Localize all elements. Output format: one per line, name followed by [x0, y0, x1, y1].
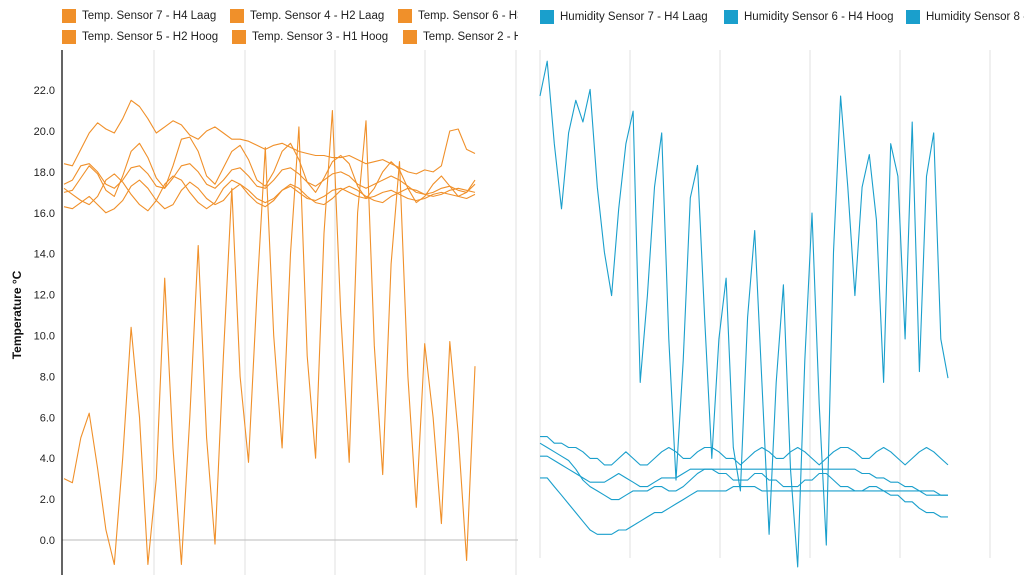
humidity-chart-panel: Humidity Sensor 7 - H4 Laag Humidity Sen…	[528, 0, 1024, 575]
y-tick-label: 6.0	[40, 412, 55, 424]
legend-label: Temp. Sensor 5 - H2 Hoog	[82, 31, 219, 43]
temperature-plot: 22.0 20.0 18.0 16.0 14.0 12.0 10.0 8.0 6.0 4.0 2.0…	[10, 50, 518, 575]
y-tick-label: 12.0	[34, 290, 55, 302]
legend-item-temp-sensor-5[interactable]: Temp. Sensor 5 - H2 Hoog	[62, 30, 230, 44]
legend-swatch	[230, 9, 244, 23]
y-tick-label: 0.0	[40, 535, 55, 547]
humidity-series-line-5	[540, 455, 948, 496]
legend-swatch	[232, 30, 246, 44]
y-tick-label: 14.0	[34, 249, 55, 261]
legend-swatch	[724, 10, 738, 24]
temperature-series-line-6	[63, 110, 476, 566]
y-tick-label: 4.0	[40, 453, 55, 465]
temperature-series-line-3	[63, 179, 476, 214]
temperature-series-line-5	[63, 136, 476, 204]
legend-item-humidity-sensor-6[interactable]: Humidity Sensor 6 - H4 Hoog	[724, 10, 908, 24]
legend-item-temp-sensor-4[interactable]: Temp. Sensor 4 - H2 Laag	[230, 9, 396, 23]
temperature-chart-panel: Temp. Sensor 7 - H4 Laag Temp. Sensor 4 …	[0, 6, 518, 575]
legend-label: Humidity Sensor 6 - H4 Hoog	[744, 11, 894, 23]
y-tick-label: 18.0	[34, 167, 55, 179]
legend-label: Temp. Sensor 6 - H3 Laag	[418, 10, 518, 22]
humidity-series-line-2	[540, 436, 949, 466]
legend-item-temp-sensor-7[interactable]: Temp. Sensor 7 - H4 Laag	[62, 9, 230, 23]
legend-item-temp-sensor-6[interactable]: Temp. Sensor 6 - H3 Laag	[398, 9, 518, 23]
temperature-series-line-1	[63, 173, 476, 212]
legend-swatch	[62, 30, 76, 44]
legend-item-temp-sensor-3[interactable]: Temp. Sensor 3 - H1 Hoog	[232, 30, 400, 44]
humidity-series-line-4	[540, 477, 948, 535]
legend-label: Temp. Sensor 7 - H4 Laag	[82, 10, 217, 22]
legend-swatch	[403, 30, 417, 44]
legend-item-humidity-sensor-8[interactable]: Humidity Sensor 8 - H3 Laag	[906, 10, 1024, 24]
legend-swatch	[62, 9, 76, 23]
legend-item-temp-sensor-2[interactable]: Temp. Sensor 2 - H1 Laag	[403, 30, 518, 44]
legend-label: Temp. Sensor 2 - H1 Laag	[423, 31, 518, 43]
y-tick-label: 2.0	[40, 494, 55, 506]
panel-divider	[518, 0, 528, 575]
legend-swatch	[540, 10, 554, 24]
y-tick-label: 10.0	[34, 331, 55, 343]
y-tick-label: 16.0	[34, 208, 55, 220]
legend-swatch	[398, 9, 412, 23]
humidity-series-line-1	[539, 60, 949, 568]
legend-swatch	[906, 10, 920, 24]
temperature-series-line-4	[63, 99, 476, 175]
legend-label: Temp. Sensor 3 - H1 Hoog	[252, 31, 389, 43]
legend-label: Temp. Sensor 4 - H2 Laag	[250, 10, 385, 22]
humidity-legend: Humidity Sensor 7 - H4 Laag Humidity Sen…	[528, 6, 1024, 50]
legend-label: Humidity Sensor 7 - H4 Laag	[560, 11, 708, 23]
legend-item-humidity-sensor-7[interactable]: Humidity Sensor 7 - H4 Laag	[540, 10, 724, 24]
y-tick-label: 22.0	[34, 85, 55, 97]
legend-label: Humidity Sensor 8 - H3 Laag	[926, 11, 1024, 23]
temperature-legend: Temp. Sensor 7 - H4 Laag Temp. Sensor 4 …	[0, 6, 518, 50]
y-axis-title: Temperature °C	[10, 270, 24, 359]
y-tick-label: 20.0	[34, 126, 55, 138]
y-tick-label: 8.0	[40, 371, 55, 383]
humidity-plot	[539, 50, 991, 568]
humidity-series-line-3	[539, 442, 948, 518]
